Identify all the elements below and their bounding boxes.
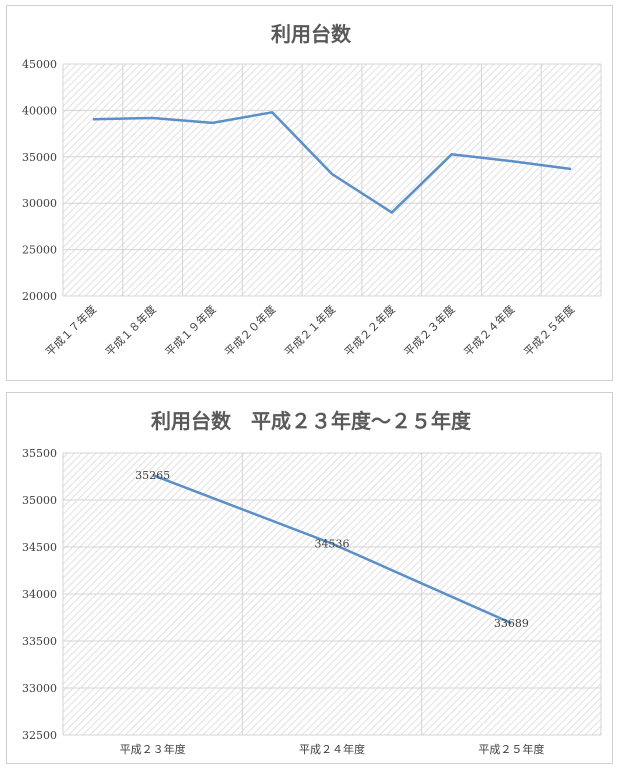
y-tick-label: 20000 [22, 290, 57, 303]
chart-1-series-line [92, 110, 572, 215]
y-tick-label: 40000 [22, 104, 57, 117]
chart-1: 利用台数 20000 25000 30000 35000 40000 45000 平成１７… [22, 22, 602, 359]
y-tick-label: 45000 [22, 58, 57, 71]
chart-2-title: 利用台数 平成２３年度～２５年度 [151, 409, 472, 433]
y-tick-label: 34500 [22, 541, 57, 554]
data-label: 35265 [135, 469, 170, 482]
x-tick-label: 平成１８年度 [102, 302, 159, 359]
chart-1-title: 利用台数 [271, 22, 352, 46]
y-tick-label: 35500 [22, 447, 57, 460]
y-tick-label: 25000 [22, 244, 57, 257]
chart-1-plot-area [63, 64, 601, 296]
chart-2-data-labels: 35265 34536 33689 [135, 469, 529, 630]
data-label: 34536 [315, 538, 350, 551]
chart-2-y-axis: 32500 33000 33500 34000 34500 35000 35500 [22, 447, 57, 742]
y-tick-label: 32500 [22, 729, 57, 742]
chart-2-series-line [152, 473, 512, 625]
chart-1-gridlines [62, 63, 602, 297]
x-tick-label: 平成２４年度 [299, 742, 365, 756]
chart-1-y-axis: 20000 25000 30000 35000 40000 45000 [22, 58, 57, 303]
chart-2: 利用台数 平成２３年度～２５年度 32500 33000 33500 34000 345… [22, 409, 602, 756]
y-tick-label: 35000 [22, 494, 57, 507]
y-tick-label: 35000 [22, 151, 57, 164]
x-tick-label: 平成２５年度 [521, 302, 578, 359]
x-tick-label: 平成１９年度 [162, 302, 219, 359]
x-tick-label: 平成２０年度 [222, 302, 279, 359]
x-tick-label: 平成２１年度 [282, 302, 339, 359]
x-tick-label: 平成２３年度 [401, 302, 458, 359]
y-tick-label: 34000 [22, 588, 57, 601]
y-tick-label: 33000 [22, 682, 57, 695]
chart-panel-2: 利用台数 平成２３年度～２５年度 32500 33000 33500 34000 345… [6, 392, 613, 764]
y-tick-label: 33500 [22, 635, 57, 648]
chart-2-gridlines [62, 452, 602, 736]
x-tick-label: 平成２２年度 [341, 302, 398, 359]
chart-panel-1: 利用台数 20000 25000 30000 35000 40000 45000 平成１７… [6, 5, 613, 381]
data-label: 33689 [494, 617, 529, 630]
x-tick-label: 平成２５年度 [478, 742, 544, 756]
x-tick-label: 平成２３年度 [120, 742, 186, 756]
x-tick-label: 平成１７年度 [42, 302, 99, 359]
chart-1-x-axis: 平成１７年度 平成１８年度 平成１９年度 平成２０年度 平成２１年度 平成２２年度 平成２３… [42, 302, 577, 359]
chart-2-x-axis: 平成２３年度 平成２４年度 平成２５年度 [120, 742, 545, 756]
x-tick-label: 平成２４年度 [461, 302, 518, 359]
y-tick-label: 30000 [22, 197, 57, 210]
